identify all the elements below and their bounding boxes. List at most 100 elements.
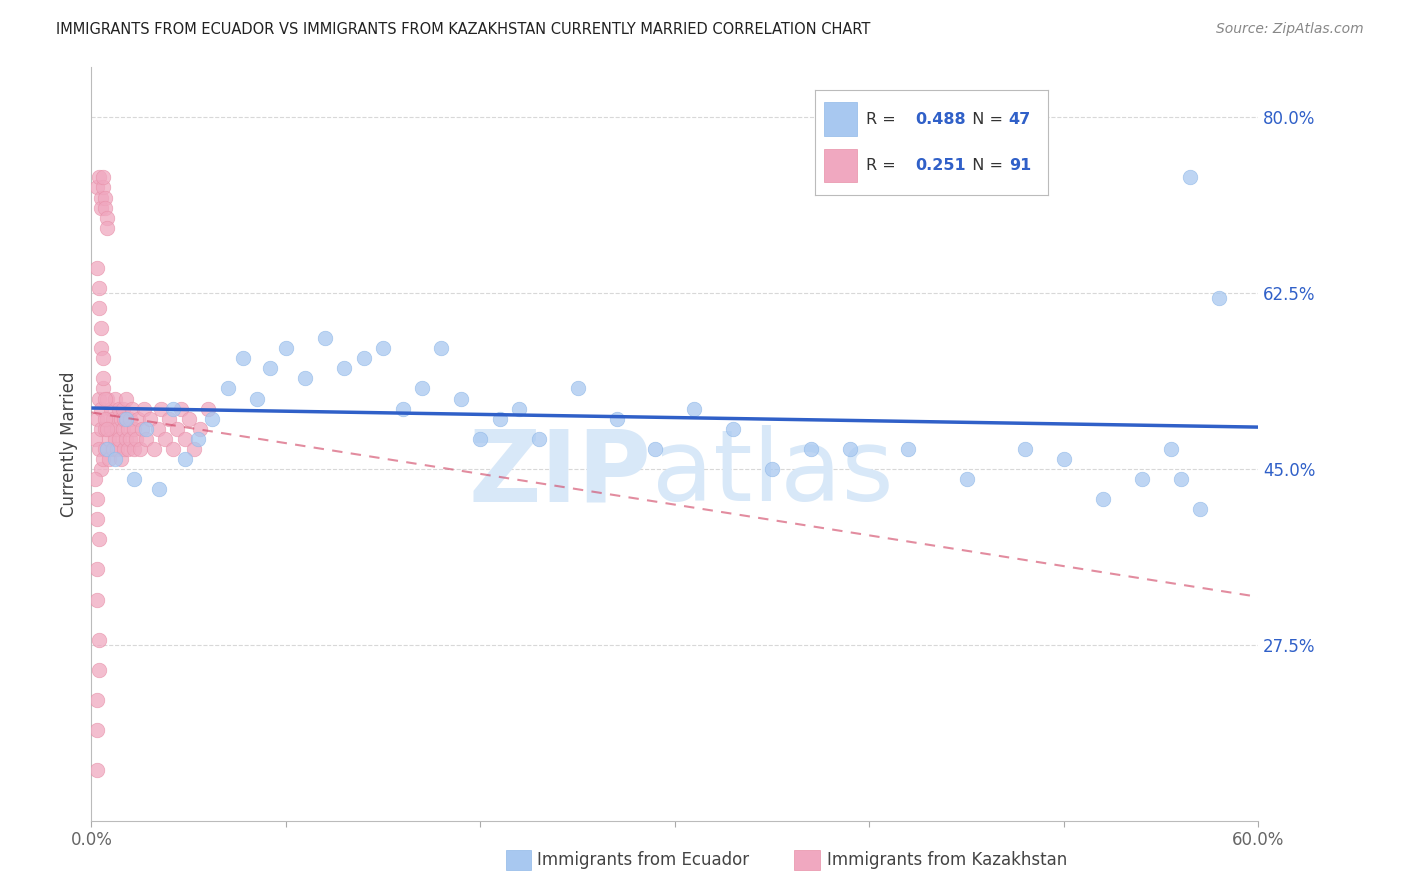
Point <box>155 432 177 446</box>
Point <box>450 392 472 406</box>
Point <box>371 341 394 355</box>
Point <box>567 382 589 396</box>
Point <box>170 401 193 416</box>
Point <box>201 411 224 425</box>
Point <box>100 401 122 416</box>
Point <box>527 432 550 446</box>
Text: Immigrants from Ecuador: Immigrants from Ecuador <box>537 851 749 869</box>
Point <box>644 442 666 456</box>
Text: ZIP: ZIP <box>468 425 651 523</box>
Point <box>90 321 112 335</box>
Point <box>135 432 157 446</box>
Point <box>723 422 745 436</box>
Point <box>90 190 112 204</box>
Point <box>129 442 152 456</box>
Point <box>294 371 316 385</box>
Point <box>94 190 117 204</box>
Point <box>96 422 118 436</box>
Point <box>94 411 117 425</box>
Point <box>146 422 169 436</box>
Point <box>838 442 860 456</box>
Point <box>142 442 165 456</box>
Point <box>187 432 209 446</box>
Point <box>470 432 492 446</box>
Point <box>89 632 111 647</box>
Point <box>117 442 139 456</box>
Point <box>1170 472 1192 486</box>
Point <box>86 411 108 425</box>
Point <box>90 401 112 416</box>
Text: IMMIGRANTS FROM ECUADOR VS IMMIGRANTS FROM KAZAKHSTAN CURRENTLY MARRIED CORRELAT: IMMIGRANTS FROM ECUADOR VS IMMIGRANTS FR… <box>56 22 870 37</box>
Point <box>162 442 184 456</box>
Point <box>100 422 122 436</box>
Point <box>232 351 254 366</box>
Point <box>94 201 117 215</box>
Point <box>84 472 107 486</box>
Point <box>107 401 129 416</box>
Point <box>104 392 127 406</box>
Point <box>89 170 111 185</box>
Point <box>132 401 155 416</box>
Point <box>86 491 108 506</box>
Point <box>162 401 184 416</box>
Point <box>96 411 118 425</box>
Point <box>127 411 149 425</box>
Point <box>259 361 281 376</box>
Point <box>86 764 108 778</box>
Point <box>1189 502 1212 516</box>
Text: atlas: atlas <box>651 425 893 523</box>
Point <box>84 432 107 446</box>
Point <box>86 562 108 576</box>
Point <box>86 723 108 738</box>
Point <box>131 422 153 436</box>
Point <box>110 411 132 425</box>
Point <box>117 422 139 436</box>
Point <box>91 170 114 185</box>
Point <box>90 422 112 436</box>
Point <box>97 432 120 446</box>
Point <box>96 211 118 225</box>
Point <box>86 260 108 275</box>
Point <box>91 180 114 194</box>
Point <box>120 432 142 446</box>
Point <box>246 392 269 406</box>
Point <box>89 533 111 547</box>
Point <box>508 401 530 416</box>
Point <box>89 442 111 456</box>
Point <box>114 411 136 425</box>
Point <box>115 432 138 446</box>
Point <box>89 281 111 295</box>
Point <box>1130 472 1153 486</box>
Point <box>956 472 979 486</box>
Point <box>101 442 124 456</box>
Point <box>1180 170 1202 185</box>
Point <box>150 401 173 416</box>
Point <box>105 422 128 436</box>
Point <box>173 451 195 466</box>
Point <box>683 401 706 416</box>
Point <box>897 442 920 456</box>
Point <box>1053 451 1076 466</box>
Point <box>138 411 162 425</box>
Point <box>90 201 112 215</box>
Point <box>89 392 111 406</box>
Point <box>1091 491 1114 506</box>
Point <box>94 442 117 456</box>
Point <box>89 663 111 677</box>
Point <box>105 442 128 456</box>
Point <box>217 382 239 396</box>
Point <box>274 341 297 355</box>
Point <box>101 411 124 425</box>
Point <box>411 382 433 396</box>
Point <box>96 442 118 456</box>
Point <box>1208 291 1230 305</box>
Point <box>314 331 336 345</box>
Point <box>148 482 170 496</box>
Point <box>111 422 134 436</box>
Point <box>188 422 211 436</box>
Point <box>606 411 628 425</box>
Point <box>94 422 117 436</box>
Y-axis label: Currently Married: Currently Married <box>59 371 77 516</box>
Point <box>91 351 114 366</box>
Point <box>121 401 143 416</box>
